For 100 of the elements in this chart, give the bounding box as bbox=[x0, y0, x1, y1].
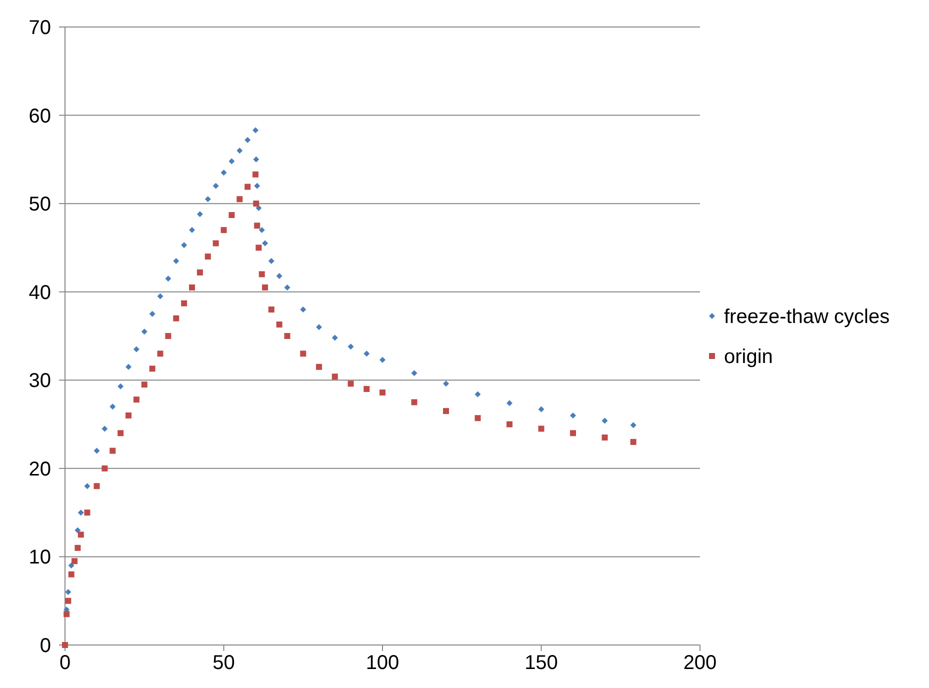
point bbox=[165, 333, 172, 339]
point bbox=[157, 293, 164, 300]
point bbox=[276, 272, 282, 279]
point bbox=[364, 386, 370, 392]
point bbox=[474, 415, 481, 422]
point bbox=[262, 284, 268, 290]
point bbox=[262, 240, 268, 246]
y-tick-label: 20 bbox=[28, 458, 51, 480]
point bbox=[332, 374, 338, 380]
y-tick-label: 60 bbox=[28, 105, 51, 128]
point bbox=[133, 346, 140, 352]
point bbox=[84, 483, 90, 490]
point bbox=[196, 269, 203, 276]
x-tick-label: 200 bbox=[683, 652, 717, 674]
point bbox=[630, 438, 636, 445]
point bbox=[244, 137, 251, 144]
point bbox=[84, 510, 90, 516]
point bbox=[74, 527, 81, 534]
point bbox=[173, 258, 180, 264]
point bbox=[268, 306, 274, 313]
point bbox=[220, 170, 227, 176]
point bbox=[284, 284, 290, 290]
point bbox=[300, 350, 306, 357]
point bbox=[64, 611, 70, 618]
point bbox=[252, 171, 258, 178]
point bbox=[236, 148, 243, 154]
point bbox=[126, 364, 132, 370]
point bbox=[236, 196, 243, 202]
point bbox=[204, 196, 211, 202]
point bbox=[244, 184, 251, 190]
y-tick-label: 30 bbox=[28, 370, 51, 392]
point bbox=[228, 158, 235, 164]
point bbox=[220, 227, 227, 234]
x-tick-label: 100 bbox=[366, 652, 400, 674]
point bbox=[506, 400, 512, 406]
point bbox=[212, 182, 219, 189]
point bbox=[149, 366, 156, 372]
point bbox=[94, 448, 100, 454]
point bbox=[189, 227, 195, 234]
point bbox=[254, 222, 260, 229]
point bbox=[364, 350, 370, 357]
y-tick-label: 40 bbox=[28, 282, 51, 304]
point bbox=[68, 571, 74, 578]
point bbox=[570, 430, 576, 436]
point bbox=[348, 344, 354, 350]
point bbox=[474, 391, 481, 398]
point bbox=[133, 396, 140, 403]
point bbox=[411, 370, 418, 376]
point bbox=[118, 430, 124, 436]
point bbox=[118, 383, 124, 390]
point bbox=[212, 240, 219, 246]
point bbox=[258, 271, 265, 278]
point bbox=[62, 642, 68, 648]
point bbox=[300, 306, 306, 313]
point bbox=[254, 182, 260, 189]
y-tick-label: 70 bbox=[28, 17, 51, 39]
point bbox=[228, 212, 235, 218]
point bbox=[204, 254, 211, 260]
point bbox=[316, 324, 322, 330]
point bbox=[276, 322, 282, 328]
point bbox=[68, 562, 74, 569]
point bbox=[630, 422, 636, 428]
x-tick-label: 0 bbox=[59, 652, 71, 674]
point bbox=[348, 380, 354, 387]
point bbox=[602, 434, 608, 441]
point bbox=[102, 465, 108, 472]
point bbox=[253, 200, 260, 207]
point bbox=[110, 404, 116, 410]
point bbox=[181, 242, 188, 248]
point bbox=[149, 310, 156, 317]
point bbox=[74, 544, 81, 551]
point bbox=[141, 328, 148, 335]
point bbox=[189, 284, 195, 290]
point bbox=[258, 227, 265, 234]
point bbox=[72, 558, 78, 564]
point bbox=[65, 598, 72, 604]
point bbox=[141, 382, 148, 388]
point bbox=[181, 300, 188, 306]
point bbox=[157, 350, 164, 357]
legend-label: freeze-thaw cycles bbox=[724, 306, 890, 328]
point bbox=[253, 156, 260, 162]
point bbox=[110, 448, 116, 454]
point bbox=[538, 406, 544, 412]
point bbox=[102, 426, 108, 432]
x-tick-label: 150 bbox=[524, 652, 558, 674]
point bbox=[570, 412, 576, 418]
point bbox=[443, 380, 449, 387]
point bbox=[78, 532, 84, 538]
point bbox=[165, 276, 172, 282]
point bbox=[443, 408, 449, 414]
point bbox=[173, 315, 180, 322]
point bbox=[411, 399, 418, 406]
point bbox=[126, 412, 132, 418]
point bbox=[332, 334, 338, 341]
point bbox=[252, 127, 258, 134]
point bbox=[284, 333, 290, 339]
legend-label: origin bbox=[724, 346, 773, 368]
point bbox=[65, 589, 72, 596]
point bbox=[380, 356, 386, 363]
point bbox=[78, 510, 84, 516]
